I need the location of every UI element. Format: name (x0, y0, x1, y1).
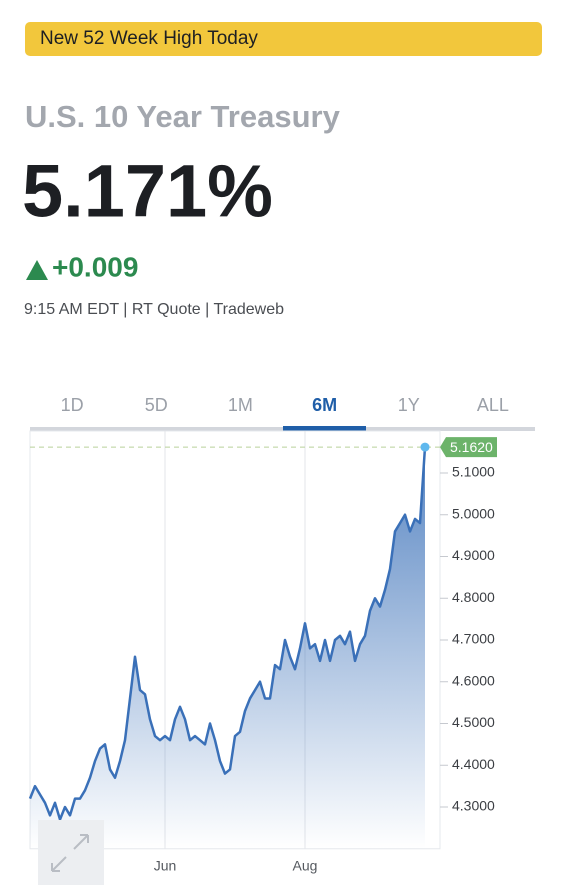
up-arrow (26, 260, 48, 280)
instrument-name: U.S. 10 Year Treasury (25, 99, 341, 134)
expand-icon (51, 834, 89, 872)
tab-label[interactable]: 1D (61, 395, 84, 415)
tab-label[interactable]: 6M (312, 395, 337, 415)
expand-button[interactable] (38, 820, 104, 885)
tab-label[interactable]: 5D (145, 395, 168, 415)
area-fill (30, 447, 425, 849)
banner[interactable] (25, 22, 542, 56)
price-line (28, 447, 427, 821)
y-tick-label: 4.9000 (452, 547, 495, 563)
tab-bar (30, 426, 535, 432)
x-tick-label: Jun (154, 858, 177, 874)
tab-label[interactable]: ALL (477, 395, 509, 415)
x-tick-label: Aug (293, 858, 318, 874)
y-tick-label: 4.7000 (452, 631, 495, 647)
y-tick-label: 4.8000 (452, 589, 495, 605)
y-tick-label: 4.5000 (452, 714, 495, 730)
tab-label[interactable]: 1Y (398, 395, 420, 415)
y-tick-label: 4.4000 (452, 756, 495, 772)
y-tick-label: 5.1000 (452, 464, 495, 480)
change: +0.009 (52, 251, 138, 282)
last-value-dot (420, 442, 430, 452)
last-value-badge (440, 437, 497, 458)
active-tab-indicator (283, 426, 366, 432)
y-tick-label: 4.3000 (452, 798, 495, 814)
tab-label[interactable]: 1M (228, 395, 253, 415)
price: 5.171% (22, 150, 273, 233)
last-value-label: 5.1620 (450, 439, 493, 455)
banner-text: New 52 Week High Today (40, 28, 258, 49)
quote-meta: 9:15 AM EDT | RT Quote | Tradeweb (24, 301, 284, 318)
y-tick-label: 4.6000 (452, 672, 495, 688)
tab-track (30, 427, 535, 431)
y-tick-label: 5.0000 (452, 505, 495, 521)
